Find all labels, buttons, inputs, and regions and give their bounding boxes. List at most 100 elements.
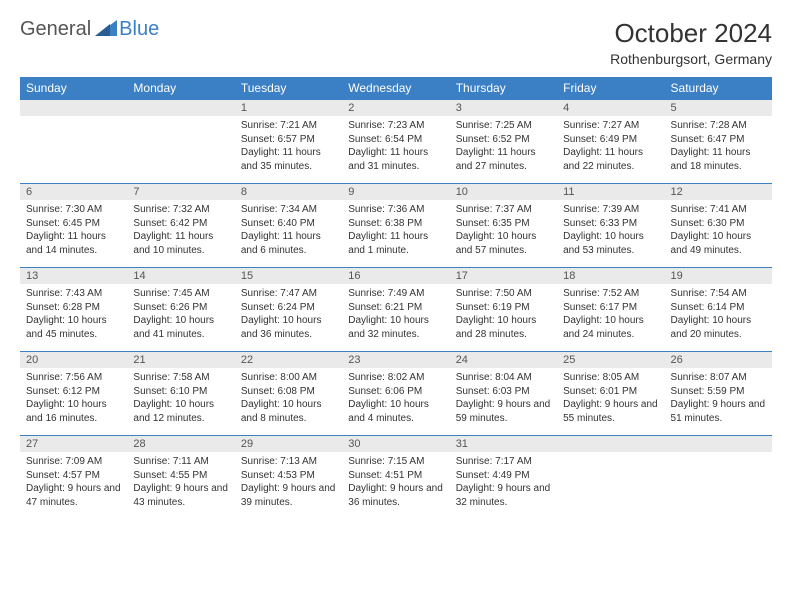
day-number: 27 (20, 436, 127, 452)
day-details: Sunrise: 7:15 AMSunset: 4:51 PMDaylight:… (342, 452, 449, 515)
day-number: 31 (450, 436, 557, 452)
sunrise-line: Sunrise: 8:00 AM (241, 371, 336, 385)
day-details: Sunrise: 7:32 AMSunset: 6:42 PMDaylight:… (127, 200, 234, 263)
daylight-line: Daylight: 10 hours and 20 minutes. (671, 314, 766, 341)
calendar-day-cell: 26Sunrise: 8:07 AMSunset: 5:59 PMDayligh… (665, 351, 772, 435)
day-number: 12 (665, 184, 772, 200)
sunset-line: Sunset: 6:12 PM (26, 385, 121, 399)
calendar-day-cell: 19Sunrise: 7:54 AMSunset: 6:14 PMDayligh… (665, 267, 772, 351)
day-details: Sunrise: 7:41 AMSunset: 6:30 PMDaylight:… (665, 200, 772, 263)
calendar-day-cell: 15Sunrise: 7:47 AMSunset: 6:24 PMDayligh… (235, 267, 342, 351)
sunset-line: Sunset: 6:19 PM (456, 301, 551, 315)
calendar-day-cell: . (127, 99, 234, 183)
calendar-day-cell: 20Sunrise: 7:56 AMSunset: 6:12 PMDayligh… (20, 351, 127, 435)
sunrise-line: Sunrise: 8:07 AM (671, 371, 766, 385)
day-number: 1 (235, 100, 342, 116)
sunset-line: Sunset: 6:28 PM (26, 301, 121, 315)
sunrise-line: Sunrise: 7:30 AM (26, 203, 121, 217)
calendar-day-cell: 18Sunrise: 7:52 AMSunset: 6:17 PMDayligh… (557, 267, 664, 351)
weekday-header: Saturday (665, 77, 772, 99)
day-details: Sunrise: 7:56 AMSunset: 6:12 PMDaylight:… (20, 368, 127, 431)
calendar-day-cell: 2Sunrise: 7:23 AMSunset: 6:54 PMDaylight… (342, 99, 449, 183)
daylight-line: Daylight: 11 hours and 35 minutes. (241, 146, 336, 173)
day-details: Sunrise: 7:28 AMSunset: 6:47 PMDaylight:… (665, 116, 772, 179)
daylight-line: Daylight: 10 hours and 57 minutes. (456, 230, 551, 257)
day-details: Sunrise: 7:52 AMSunset: 6:17 PMDaylight:… (557, 284, 664, 347)
daylight-line: Daylight: 9 hours and 36 minutes. (348, 482, 443, 509)
daylight-line: Daylight: 10 hours and 16 minutes. (26, 398, 121, 425)
day-number: 11 (557, 184, 664, 200)
sunrise-line: Sunrise: 7:13 AM (241, 455, 336, 469)
sunset-line: Sunset: 6:10 PM (133, 385, 228, 399)
calendar-day-cell: 10Sunrise: 7:37 AMSunset: 6:35 PMDayligh… (450, 183, 557, 267)
calendar-day-cell: 4Sunrise: 7:27 AMSunset: 6:49 PMDaylight… (557, 99, 664, 183)
logo: General Blue (20, 18, 159, 41)
daylight-line: Daylight: 10 hours and 28 minutes. (456, 314, 551, 341)
day-number: 4 (557, 100, 664, 116)
daylight-line: Daylight: 11 hours and 31 minutes. (348, 146, 443, 173)
daylight-line: Daylight: 11 hours and 14 minutes. (26, 230, 121, 257)
weekday-header: Thursday (450, 77, 557, 99)
daylight-line: Daylight: 10 hours and 45 minutes. (26, 314, 121, 341)
sunset-line: Sunset: 6:54 PM (348, 133, 443, 147)
day-number: 29 (235, 436, 342, 452)
day-details: Sunrise: 8:07 AMSunset: 5:59 PMDaylight:… (665, 368, 772, 431)
sunset-line: Sunset: 6:57 PM (241, 133, 336, 147)
day-details: Sunrise: 8:02 AMSunset: 6:06 PMDaylight:… (342, 368, 449, 431)
day-details: Sunrise: 7:54 AMSunset: 6:14 PMDaylight:… (665, 284, 772, 347)
day-number: 14 (127, 268, 234, 284)
logo-triangle-icon (95, 18, 117, 41)
day-number: 23 (342, 352, 449, 368)
sunrise-line: Sunrise: 7:23 AM (348, 119, 443, 133)
sunrise-line: Sunrise: 7:39 AM (563, 203, 658, 217)
day-details: Sunrise: 7:49 AMSunset: 6:21 PMDaylight:… (342, 284, 449, 347)
sunrise-line: Sunrise: 7:52 AM (563, 287, 658, 301)
day-number: 28 (127, 436, 234, 452)
day-details: Sunrise: 7:39 AMSunset: 6:33 PMDaylight:… (557, 200, 664, 263)
calendar-day-cell: 8Sunrise: 7:34 AMSunset: 6:40 PMDaylight… (235, 183, 342, 267)
daylight-line: Daylight: 10 hours and 24 minutes. (563, 314, 658, 341)
month-title: October 2024 (610, 18, 772, 49)
weekday-header: Tuesday (235, 77, 342, 99)
day-details: Sunrise: 7:34 AMSunset: 6:40 PMDaylight:… (235, 200, 342, 263)
day-number: 7 (127, 184, 234, 200)
sunrise-line: Sunrise: 7:17 AM (456, 455, 551, 469)
sunset-line: Sunset: 4:49 PM (456, 469, 551, 483)
calendar-day-cell: 28Sunrise: 7:11 AMSunset: 4:55 PMDayligh… (127, 435, 234, 519)
sunset-line: Sunset: 6:21 PM (348, 301, 443, 315)
day-number: 24 (450, 352, 557, 368)
day-details: Sunrise: 8:05 AMSunset: 6:01 PMDaylight:… (557, 368, 664, 431)
day-number: 22 (235, 352, 342, 368)
calendar-day-cell: 30Sunrise: 7:15 AMSunset: 4:51 PMDayligh… (342, 435, 449, 519)
daylight-line: Daylight: 10 hours and 8 minutes. (241, 398, 336, 425)
daylight-line: Daylight: 9 hours and 51 minutes. (671, 398, 766, 425)
calendar-day-cell: 11Sunrise: 7:39 AMSunset: 6:33 PMDayligh… (557, 183, 664, 267)
sunrise-line: Sunrise: 7:54 AM (671, 287, 766, 301)
sunrise-line: Sunrise: 7:45 AM (133, 287, 228, 301)
page-header: General Blue October 2024 Rothenburgsort… (20, 18, 772, 67)
day-number: 17 (450, 268, 557, 284)
day-details: Sunrise: 7:23 AMSunset: 6:54 PMDaylight:… (342, 116, 449, 179)
sunset-line: Sunset: 6:33 PM (563, 217, 658, 231)
day-details: Sunrise: 7:25 AMSunset: 6:52 PMDaylight:… (450, 116, 557, 179)
calendar-day-cell: 6Sunrise: 7:30 AMSunset: 6:45 PMDaylight… (20, 183, 127, 267)
day-details: Sunrise: 8:04 AMSunset: 6:03 PMDaylight:… (450, 368, 557, 431)
sunset-line: Sunset: 6:52 PM (456, 133, 551, 147)
daylight-line: Daylight: 9 hours and 59 minutes. (456, 398, 551, 425)
sunset-line: Sunset: 6:24 PM (241, 301, 336, 315)
daylight-line: Daylight: 9 hours and 39 minutes. (241, 482, 336, 509)
calendar-week-row: 13Sunrise: 7:43 AMSunset: 6:28 PMDayligh… (20, 267, 772, 351)
day-number: 25 (557, 352, 664, 368)
sunrise-line: Sunrise: 7:21 AM (241, 119, 336, 133)
location: Rothenburgsort, Germany (610, 51, 772, 67)
logo-text-general: General (20, 18, 91, 41)
day-details: Sunrise: 7:43 AMSunset: 6:28 PMDaylight:… (20, 284, 127, 347)
calendar-day-cell: 31Sunrise: 7:17 AMSunset: 4:49 PMDayligh… (450, 435, 557, 519)
day-number: 10 (450, 184, 557, 200)
sunrise-line: Sunrise: 8:04 AM (456, 371, 551, 385)
sunrise-line: Sunrise: 7:43 AM (26, 287, 121, 301)
calendar-day-cell: 24Sunrise: 8:04 AMSunset: 6:03 PMDayligh… (450, 351, 557, 435)
sunset-line: Sunset: 6:14 PM (671, 301, 766, 315)
sunrise-line: Sunrise: 8:05 AM (563, 371, 658, 385)
calendar-day-cell: 5Sunrise: 7:28 AMSunset: 6:47 PMDaylight… (665, 99, 772, 183)
